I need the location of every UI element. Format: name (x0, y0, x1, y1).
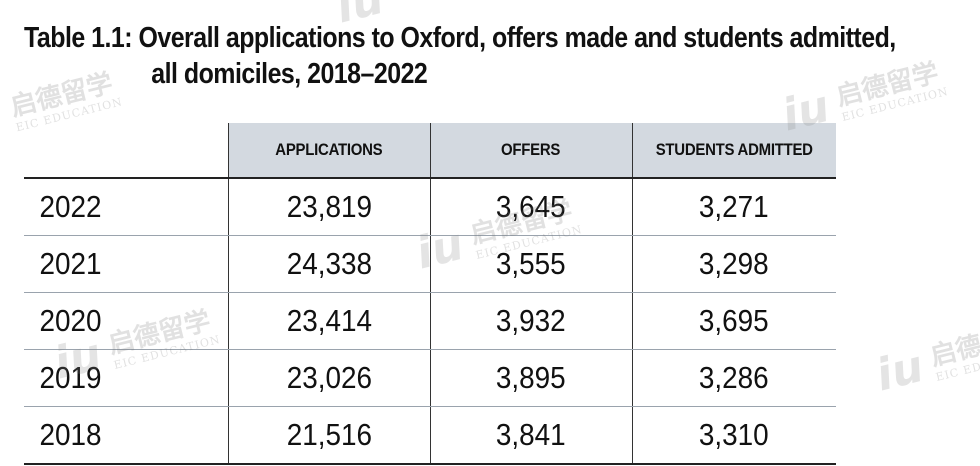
cell-admitted: 3,286 (631, 349, 836, 407)
table-title: Table 1.1: Overall applications to Oxfor… (24, 20, 896, 92)
cell-applications: 24,338 (227, 235, 430, 293)
header-corner-cell (24, 123, 228, 179)
cell-admitted: 3,298 (631, 235, 836, 293)
table-title-line2: all domiciles, 2018–2022 (151, 58, 428, 90)
row-year: 2019 (24, 349, 228, 407)
header-students-admitted: STUDENTS ADMITTED (631, 123, 836, 179)
cell-offers: 3,932 (429, 292, 632, 350)
cell-applications: 23,819 (227, 178, 430, 236)
table-row: 2022 23,819 3,645 3,271 (24, 178, 836, 236)
cell-admitted: 3,695 (631, 292, 836, 350)
table-header-row: APPLICATIONS OFFERS STUDENTS ADMITTED (24, 123, 836, 179)
table-row: 2021 24,338 3,555 3,298 (24, 235, 836, 293)
admissions-table: APPLICATIONS OFFERS STUDENTS ADMITTED 20… (24, 123, 836, 465)
table-row: 2018 21,516 3,841 3,310 (24, 406, 836, 465)
cell-offers: 3,895 (429, 349, 632, 407)
row-year: 2021 (24, 235, 228, 293)
cell-applications: 23,414 (227, 292, 430, 350)
cell-applications: 23,026 (227, 349, 430, 407)
row-year: 2020 (24, 292, 228, 350)
table-row: 2019 23,026 3,895 3,286 (24, 349, 836, 407)
table-title-line1: Overall applications to Oxford, offers m… (138, 22, 896, 54)
header-offers: OFFERS (429, 123, 632, 179)
cell-applications: 21,516 (227, 406, 430, 465)
row-year: 2018 (24, 406, 228, 465)
cell-admitted: 3,271 (631, 178, 836, 236)
watermark-mark-icon: iu (871, 340, 929, 402)
cell-offers: 3,645 (429, 178, 632, 236)
watermark-logo: iu 启德留学 EIC EDUCATION (871, 317, 980, 402)
cell-admitted: 3,310 (631, 406, 836, 465)
cell-offers: 3,555 (429, 235, 632, 293)
table-title-label: Table 1.1: (24, 22, 133, 54)
cell-offers: 3,841 (429, 406, 632, 465)
row-year: 2022 (24, 178, 228, 236)
header-applications: APPLICATIONS (227, 123, 430, 179)
table-row: 2020 23,414 3,932 3,695 (24, 292, 836, 350)
